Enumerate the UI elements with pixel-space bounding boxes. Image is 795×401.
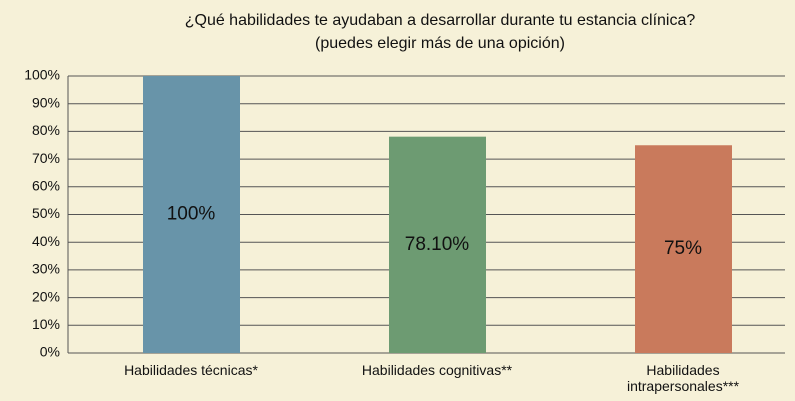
x-tick-label: Habilidades cognitivas**	[361, 362, 513, 378]
y-tick-label: 60%	[32, 178, 60, 194]
x-tick-label: Habilidades intrapersonales***	[626, 362, 740, 394]
bar	[635, 145, 732, 353]
y-tick-label: 90%	[32, 94, 60, 110]
data-label: 78.10%	[405, 234, 470, 255]
y-tick-label: 50%	[32, 205, 60, 221]
data-label: 75%	[664, 238, 702, 259]
data-label: 100%	[167, 204, 216, 225]
y-tick-label: 100%	[24, 67, 60, 83]
y-tick-label: 0%	[40, 344, 60, 360]
y-tick-label: 80%	[32, 122, 60, 138]
y-tick-label: 20%	[32, 288, 60, 304]
chart-title: ¿Qué habilidades te ayudaban a desarroll…	[185, 12, 696, 29]
bar	[143, 76, 240, 353]
y-tick-label: 10%	[32, 316, 60, 332]
x-tick-label: Habilidades técnicas*	[124, 362, 258, 378]
y-tick-label: 40%	[32, 233, 60, 249]
chart-subtitle: (puedes elegir más de una opición)	[315, 35, 565, 52]
y-tick-label: 70%	[32, 150, 60, 166]
bar	[389, 136, 486, 353]
y-tick-label: 30%	[32, 261, 60, 277]
